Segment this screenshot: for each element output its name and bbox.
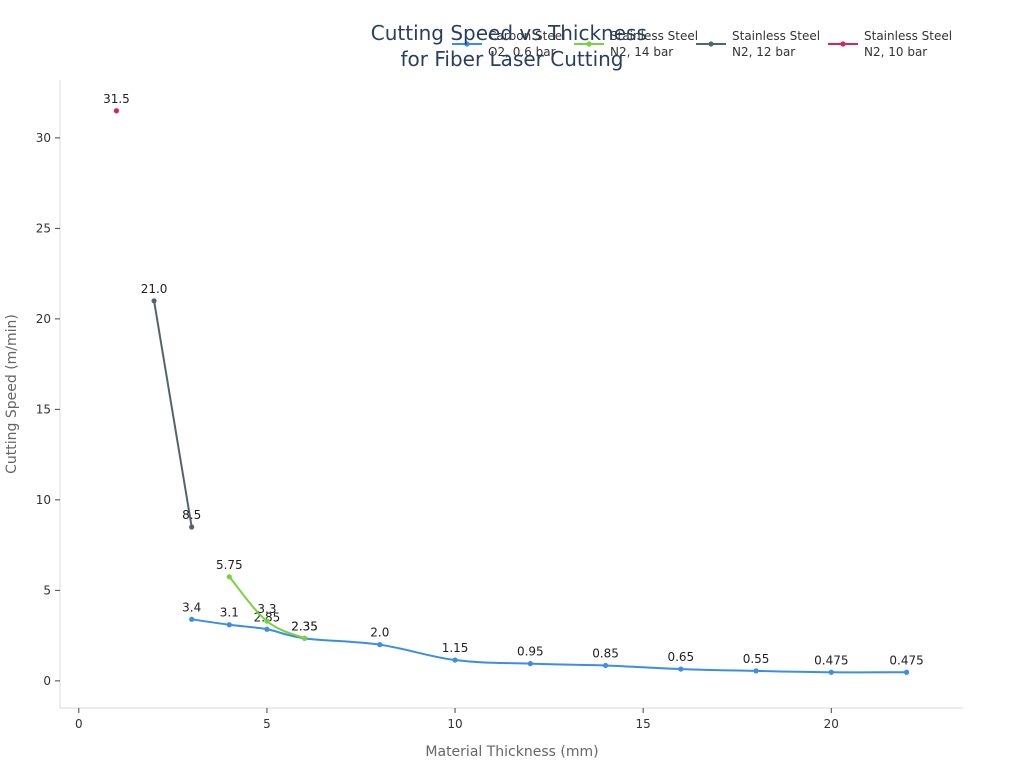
data-label: 31.5 (103, 92, 130, 106)
data-point (527, 661, 533, 667)
x-axis-title: Material Thickness (mm) (425, 744, 598, 760)
series-1: 5.75 3.3 2.35 (216, 558, 318, 641)
data-label: 0.475 (814, 653, 848, 667)
y-tick-label: 30 (36, 131, 51, 145)
series-3: 31.5 (103, 92, 130, 114)
data-label: 0.95 (517, 645, 544, 659)
y-axis-title: Cutting Speed (m/min) (4, 314, 20, 474)
data-label: 2.35 (291, 619, 318, 633)
legend-label-line-1: Stainless Steel (610, 29, 698, 43)
chart-title: Cutting Speed vs Thickness for Fiber Las… (371, 21, 653, 71)
legend-item-1: Stainless Steel N2, 14 bar (574, 29, 698, 59)
y-tick-label: 20 (36, 312, 51, 326)
y-tick-label: 0 (43, 674, 51, 688)
legend-item-3: Stainless Steel N2, 10 bar (828, 29, 952, 59)
data-label: 3.3 (257, 602, 276, 616)
series-line (153, 300, 193, 528)
data-point (264, 626, 270, 632)
x-tick-label: 15 (636, 717, 651, 731)
data-point (301, 635, 308, 641)
legend-swatch-marker (840, 41, 846, 47)
data-label: 1.15 (442, 641, 469, 655)
data-label: 5.75 (216, 558, 243, 572)
legend-label-line-1: Stainless Steel (732, 29, 820, 43)
legend-label-line-2: N2, 14 bar (610, 45, 673, 59)
legend-label-line-2: N2, 10 bar (864, 45, 927, 59)
data-label: 3.4 (182, 600, 201, 614)
data-point (678, 666, 684, 672)
data-point (113, 108, 120, 114)
legend-item-2: Stainless Steel N2, 12 bar (696, 29, 820, 59)
data-point (226, 622, 232, 628)
data-label: 0.475 (889, 653, 923, 667)
data-label: 3.1 (220, 606, 239, 620)
data-point (903, 669, 910, 675)
legend-label-line-1: Carbon Steel (488, 29, 565, 43)
data-label: 8.5 (182, 508, 201, 522)
data-point (226, 574, 232, 580)
legend-swatch-marker (464, 41, 470, 47)
data-point (189, 616, 195, 622)
data-label: 2.0 (370, 626, 389, 640)
chart-title-line-1: Cutting Speed vs Thickness (371, 21, 647, 45)
legend-label-line-2: N2, 12 bar (732, 45, 795, 59)
x-tick-label: 20 (824, 717, 839, 731)
data-point (377, 642, 383, 648)
data-label: 0.65 (667, 650, 694, 664)
x-tick-label: 0 (75, 717, 83, 731)
data-point (452, 657, 458, 663)
legend-label-line-2: O2, 0.6 bar (488, 45, 556, 59)
data-label: 21.0 (141, 282, 168, 296)
data-label: 0.55 (743, 652, 770, 666)
data-point (151, 298, 157, 304)
y-tick-label: 25 (36, 221, 51, 235)
legend-swatch-marker (586, 41, 592, 47)
data-point (602, 662, 609, 669)
data-point (264, 618, 270, 624)
legend-item-0: Carbon Steel O2, 0.6 bar (452, 29, 565, 59)
x-tick-label: 10 (447, 717, 462, 731)
data-point (189, 524, 195, 530)
y-tick-label: 15 (36, 402, 51, 416)
series-0: 3.4 3.1 2.852.35 2.01.15 0.95 0.85 0.65 0.55 0.4… (182, 600, 924, 675)
legend-label-line-1: Stainless Steel (864, 29, 952, 43)
data-label: 2.35 (291, 619, 318, 633)
y-tick-label: 10 (36, 493, 51, 507)
data-label: 0.85 (592, 646, 619, 660)
x-tick-label: 5 (263, 717, 271, 731)
series-2: 21.0 8.5 (141, 282, 201, 530)
legend: Carbon Steel O2, 0.6 bar Stainless Steel N2… (452, 29, 952, 59)
data-point (753, 668, 759, 674)
legend-swatch-marker (708, 41, 714, 47)
chart-title-line-2: for Fiber Laser Cutting (401, 47, 624, 71)
data-point (828, 669, 834, 675)
y-tick-label: 5 (43, 583, 51, 597)
